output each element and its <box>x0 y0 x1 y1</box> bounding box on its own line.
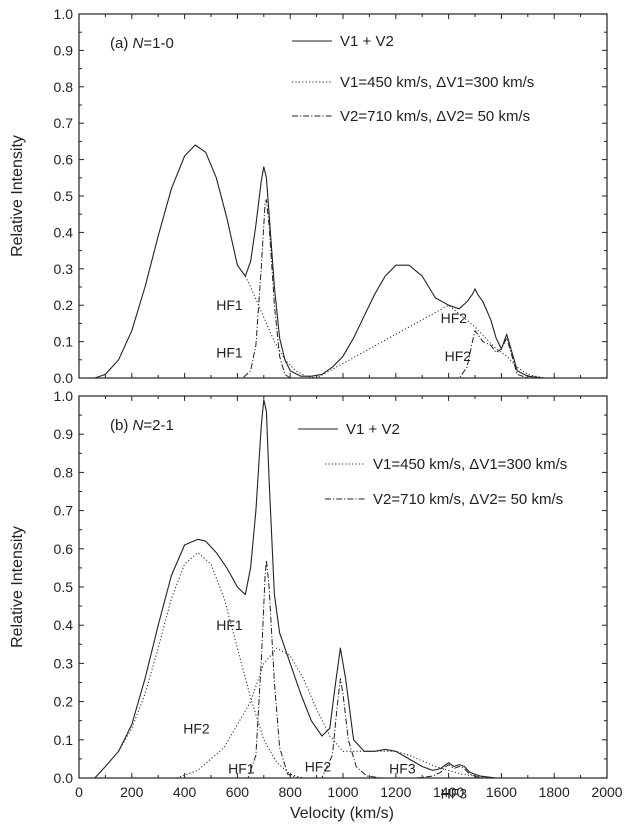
panel-b-x-tick-label: 1000 <box>327 784 358 800</box>
panel-b-y-tick-label: 0.4 <box>54 617 74 633</box>
panel-a-y-tick-label: 0.3 <box>54 261 74 277</box>
panel-b-annotation: HF3 <box>389 760 416 776</box>
panel-b-annotation: HF2 <box>183 720 210 736</box>
panel-a-series-solid <box>94 144 573 379</box>
panel-a-y-tick-label: 0.9 <box>54 42 74 58</box>
panel-b-x-tick-label: 400 <box>173 784 197 800</box>
panel-a-legend-item: V1 + V2 <box>340 33 394 50</box>
panel-b-series-dashdot <box>221 559 481 779</box>
panel-b-y-tick-label: 1.0 <box>54 388 74 404</box>
panel-a-series-dotted <box>236 264 544 379</box>
panel-b-x-tick-label: 1400 <box>433 784 464 800</box>
panel-a-legend-item: V2=710 km/s, ΔV2= 50 km/s <box>340 108 530 125</box>
panel-b-annotation: HF2 <box>305 759 332 775</box>
panel-a-annotation: HF1 <box>216 345 243 361</box>
panel-a-annotation: HF2 <box>441 310 468 326</box>
panel-b-annotation: HF3 <box>441 785 468 801</box>
panel-a-legend-item: V1=450 km/s, ΔV1=300 km/s <box>340 74 534 91</box>
panel-a-frame <box>78 13 608 379</box>
panel-b-legend-item: V1 + V2 <box>346 421 400 438</box>
panel-a-y-tick-label: 0.8 <box>54 79 74 95</box>
panel-a-series-dashdot <box>221 199 528 379</box>
panel-b-label-suffix: =2-1 <box>143 417 173 434</box>
panel-a-label-suffix: =1-0 <box>143 35 173 52</box>
panel-b-x-tick-label: 1200 <box>380 784 411 800</box>
panel-a-label-prefix: (a) <box>110 35 133 52</box>
panel-b-y-tick-label: 0.7 <box>54 503 74 519</box>
panel-b-x-tick-label: 800 <box>279 784 303 800</box>
panel-b-x-tick-label: 1600 <box>486 784 517 800</box>
panel-a-y-tick-label: 0.4 <box>54 224 74 240</box>
panel-b-y-tick-label: 0.3 <box>54 655 74 671</box>
panel-b: 0.0 0.1 0.2 0.3 0.4 0.5 0.6 0.7 0.8 0.9 1.0 0 200 400… <box>9 388 623 801</box>
panel-b-frame <box>78 395 608 779</box>
panel-b-legend-item: V1=450 km/s, ΔV1=300 km/s <box>373 456 567 473</box>
panel-b-series-solid <box>94 399 520 779</box>
panel-b-y-tick-label: 0.2 <box>54 694 74 710</box>
panel-a-annotation: HF2 <box>445 348 472 364</box>
panel-a-y-tick-label: 0.0 <box>54 370 74 386</box>
panel-a-label-italic: N <box>133 35 144 52</box>
panel-a-y-tick-label: 0.5 <box>54 188 74 204</box>
panel-a-y-tick-label: 1.0 <box>54 6 74 22</box>
panel-b-x-tick-label: 1800 <box>539 784 570 800</box>
panel-b-y-tick-label: 0.8 <box>54 464 74 480</box>
panel-a-y-tick-label: 0.1 <box>54 334 74 350</box>
panel-b-annotation: HF1 <box>228 760 255 776</box>
panel-a-y-tick-label: 0.7 <box>54 115 74 131</box>
panel-b-x-tick-label: 2000 <box>591 784 622 800</box>
panel-a-label: (a) N=1-0 <box>110 35 174 52</box>
panel-a-y-tick-label: 0.2 <box>54 297 74 313</box>
panel-b-legend-item: V2=710 km/s, ΔV2= 50 km/s <box>373 491 563 508</box>
panel-b-label-prefix: (b) <box>110 417 133 434</box>
panel-b-y-tick-label: 0.6 <box>54 541 74 557</box>
panel-a: 0.0 0.1 0.2 0.3 0.4 0.5 0.6 0.7 0.8 0.9 1.0 Relativ… <box>9 6 608 386</box>
panel-b-annotation: HF1 <box>216 617 243 633</box>
panel-b-x-tick-label: 600 <box>226 784 250 800</box>
panel-b-y-tick-label: 0.1 <box>54 732 74 748</box>
panel-b-x-tick-label: 0 <box>75 784 83 800</box>
panel-b-label-italic: N <box>133 417 144 434</box>
panel-b-y-tick-label: 0.5 <box>54 579 74 595</box>
panel-a-y-tick-label: 0.6 <box>54 152 74 168</box>
panel-b-series-dotted <box>118 552 489 779</box>
panel-b-y-axis-label: Relative Intensity <box>9 526 26 648</box>
x-axis-label: Velocity (km/s) <box>290 805 394 822</box>
panel-a-annotation: HF1 <box>216 297 243 313</box>
panel-b-label: (b) N=2-1 <box>110 417 174 434</box>
panel-b-y-tick-label: 0.0 <box>54 770 74 786</box>
panel-a-y-axis-label: Relative Intensity <box>9 135 26 257</box>
panel-b-x-tick-label: 200 <box>120 784 144 800</box>
panel-b-y-tick-label: 0.9 <box>54 426 74 442</box>
